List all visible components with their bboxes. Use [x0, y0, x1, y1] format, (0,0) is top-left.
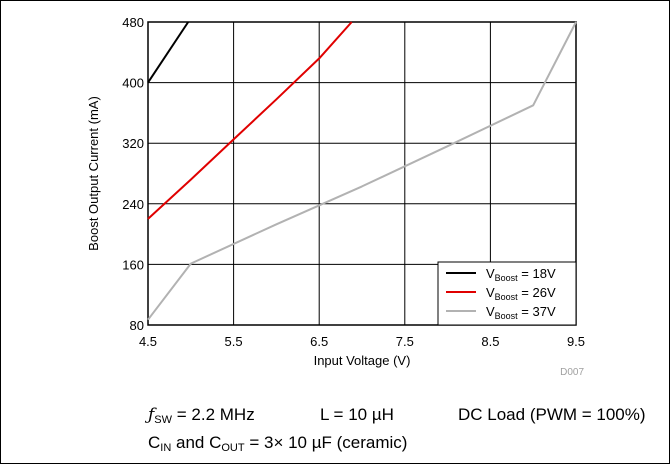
cin-subscript: IN [160, 442, 172, 454]
x-tick-label: 4.5 [139, 334, 157, 349]
figure-id: D007 [560, 367, 584, 378]
legend-label: VBoost = 18V [486, 266, 556, 283]
cout-symbol: and C [171, 433, 222, 452]
inductor-note: L = 10 µH [320, 405, 394, 424]
y-tick-label: 160 [122, 257, 144, 272]
x-tick-label: 7.5 [396, 334, 414, 349]
load-note: DC Load (PWM = 100%) [458, 405, 646, 424]
y-axis-label: Boost Output Current (mA) [86, 96, 101, 251]
y-tick-label: 400 [122, 76, 144, 91]
fsw-subscript: SW [154, 414, 173, 426]
x-axis-label: Input Voltage (V) [314, 353, 411, 368]
y-tick-label: 480 [122, 15, 144, 30]
fsw-symbol: ƒ [148, 405, 155, 425]
x-tick-label: 9.5 [567, 334, 585, 349]
capacitor-value: = 3× 10 µF (ceramic) [244, 433, 408, 452]
cout-subscript: OUT [221, 442, 245, 454]
series-line [147, 21, 353, 220]
series-line [147, 21, 577, 321]
plot-border [147, 21, 577, 326]
y-tick-label: 80 [130, 318, 144, 333]
boost-current-chart: 4.5 5.5 6.5 7.5 8.5 9.5 80 160 240 320 400 480 Input… [86, 15, 585, 378]
legend-label: VBoost = 26V [486, 285, 556, 302]
series-line [147, 21, 190, 84]
x-tick-label: 8.5 [481, 334, 499, 349]
y-tick-label: 320 [122, 136, 144, 151]
cin-symbol: C [148, 433, 161, 452]
x-tick-label: 5.5 [225, 334, 243, 349]
x-tick-label: 6.5 [310, 334, 328, 349]
y-tick-label: 240 [122, 197, 144, 212]
fsw-value: = 2.2 MHz [172, 405, 255, 424]
legend-label: VBoost = 37V [486, 304, 556, 321]
top-border [0, 0, 670, 1]
capacitor-note: CIN and COUT = 3× 10 µF (ceramic) [148, 433, 407, 454]
switching-frequency-note: ƒSW = 2.2 MHz [148, 405, 255, 426]
